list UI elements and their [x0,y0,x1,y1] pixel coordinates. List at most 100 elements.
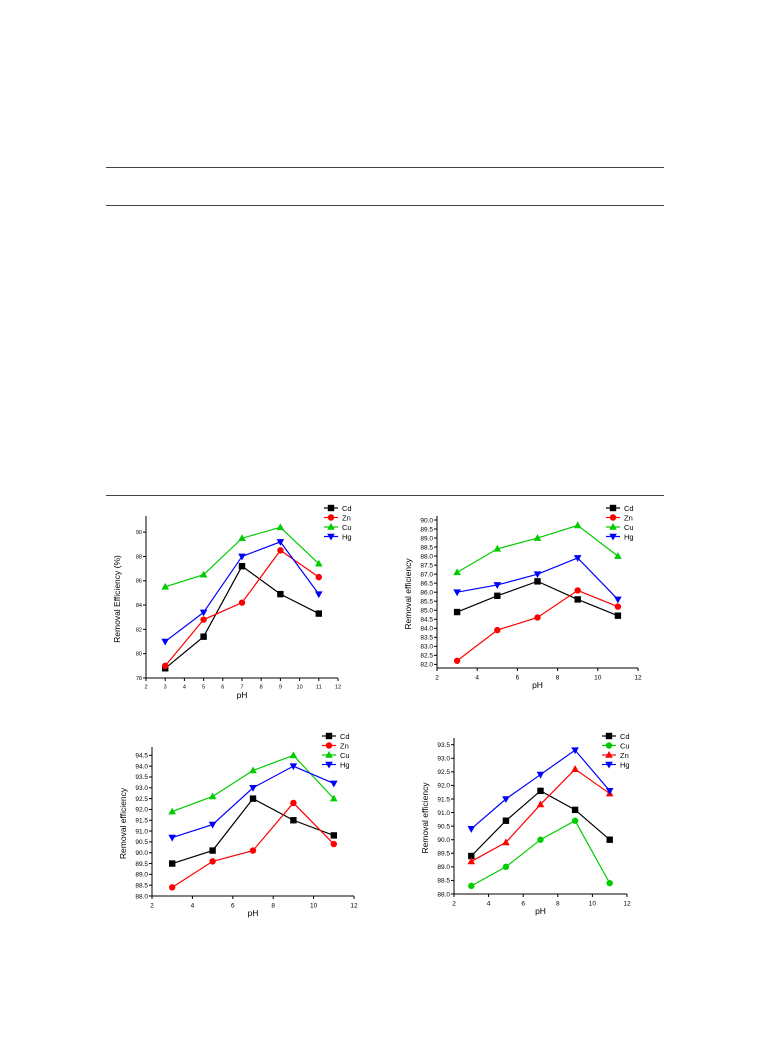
legend-marker [325,742,333,749]
x-tick-label: 3 [164,685,167,691]
data-point-zn [534,614,541,621]
data-point-zn [453,657,461,664]
data-point-zn [330,840,337,848]
legend-label: Cd [620,732,630,741]
y-tick-label: 84 [136,603,142,609]
legend-label: Cd [340,732,350,741]
legend-marker [609,523,617,530]
y-tick-label: 90.5 [437,823,450,830]
legend-marker [605,732,613,740]
legend-marker [327,533,335,541]
chart-panel-2: 2 4 6 8 10 12 82.0 82.5 83.0 83.5 84.0 84.5 85.0 85.5… [403,504,642,690]
x-tick-label: 2 [144,685,147,691]
x-tick-label: 4 [191,903,195,910]
data-point-cd [249,795,257,802]
legend-marker [325,732,333,740]
y-tick-label: 89.0 [135,872,148,879]
data-point-hg [502,796,510,803]
data-point-hg [493,582,502,589]
series-line-zn [171,802,335,888]
data-point-cu [571,817,579,824]
y-tick-label: 91.5 [135,818,148,825]
series-line-cd [456,580,619,617]
legend-marker [325,761,333,769]
y-tick-label: 89.5 [135,861,148,868]
x-tick-label: 12 [623,901,631,908]
x-tick-label: 12 [634,675,642,682]
data-point-zn [169,884,176,891]
data-point-cu [238,534,246,542]
data-point-hg [168,834,176,842]
y-tick-label: 92.5 [135,796,148,803]
data-point-cd [502,817,510,824]
legend-marker [327,504,335,512]
legend-label: Zn [340,741,349,750]
y-tick-label: 85.0 [420,608,433,615]
data-point-zn [200,616,207,623]
data-point-cu [315,559,323,567]
legend-label: Cd [342,504,352,513]
y-tick-label: 82.5 [420,653,433,660]
y-tick-label: 89.0 [437,864,450,871]
series-line-zn [471,768,611,862]
data-point-hg [467,826,476,833]
data-point-cd [534,578,541,585]
data-point-hg [208,821,217,829]
table-bottom-rule [106,495,664,496]
y-tick-label: 89.5 [420,526,433,533]
data-point-cu [249,766,257,774]
data-point-cu [199,570,208,578]
data-point-hg [249,784,257,792]
y-tick-label: 89.0 [420,535,433,542]
legend-marker [605,751,613,758]
data-point-hg [276,539,285,546]
legend-marker [605,761,613,769]
y-tick-label: 83.5 [420,635,433,642]
y-tick-label: 90 [136,530,142,536]
y-tick-label: 91.0 [437,810,450,817]
x-tick-label: 10 [297,685,303,691]
data-point-hg [536,771,545,779]
series-line-cd [164,565,320,669]
y-tick-label: 87.5 [420,562,433,569]
y-tick-label: 93.0 [135,785,148,792]
data-point-zn [467,857,476,865]
data-point-zn [290,799,297,807]
legend-label: Zn [624,513,633,522]
y-axis-label: Removal efficiency [118,787,128,859]
x-tick-label: 4 [475,675,479,682]
x-tick-label: 11 [316,685,322,691]
x-tick-label: 8 [556,901,560,908]
x-tick-label: 6 [221,685,224,691]
data-point-cu [573,521,582,529]
series-line-zn [456,589,619,662]
legend-marker [327,514,335,521]
y-tick-label: 86.0 [420,589,433,596]
y-tick-label: 82 [136,627,142,633]
legend-label: Hg [624,532,634,541]
legend-label: Cu [624,523,634,532]
legend-label: Zn [342,513,351,522]
legend-label: Hg [340,760,350,769]
data-point-zn [162,662,169,670]
data-point-zn [494,626,501,634]
data-point-zn [574,587,581,594]
y-tick-label: 87.0 [420,571,433,578]
data-point-cu [606,879,613,887]
x-tick-label: 2 [435,675,439,682]
x-tick-label: 9 [279,685,282,691]
legend-marker [325,751,333,758]
data-point-cu [289,751,298,759]
y-tick-label: 88.5 [437,878,450,885]
y-tick-label: 88.0 [135,893,148,900]
legend-label: Hg [620,760,630,769]
x-axis-label: pH [535,906,546,916]
data-point-cd [238,562,246,570]
data-point-cd [200,633,207,640]
y-tick-label: 84.5 [420,617,433,624]
y-tick-label: 93.5 [437,742,450,749]
data-point-cu [468,882,475,890]
data-point-hg [238,553,246,561]
data-point-hg [289,763,298,771]
